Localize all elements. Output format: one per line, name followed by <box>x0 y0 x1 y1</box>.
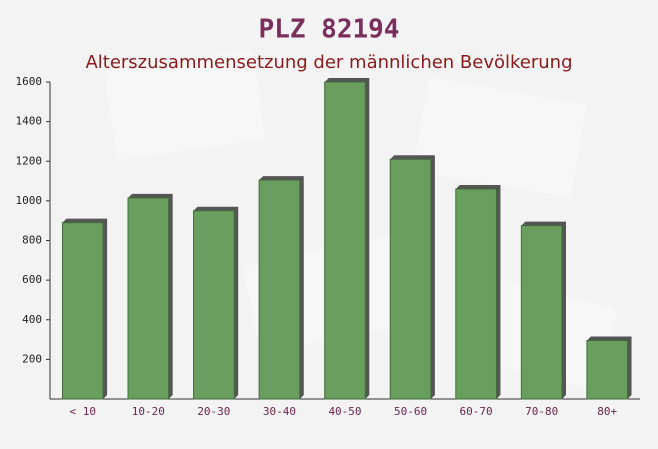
y-tick-label: 800 <box>22 234 42 247</box>
x-tick-label: 40-50 <box>328 405 361 418</box>
y-tick-label: 1400 <box>16 115 43 128</box>
chart-subtitle: Alterszusammensetzung der männlichen Bev… <box>85 52 572 73</box>
y-tick-label: 1000 <box>16 194 43 207</box>
x-tick-label: 70-80 <box>525 405 558 418</box>
x-tick-label: 10-20 <box>132 405 165 418</box>
x-tick-label: 60-70 <box>460 405 493 418</box>
y-tick-label: 600 <box>22 273 42 286</box>
bar <box>61 222 104 400</box>
x-tick-label: < 10 <box>70 405 97 418</box>
bar <box>455 188 497 400</box>
y-tick-label: 400 <box>22 313 42 326</box>
y-tick-label: 1600 <box>16 75 43 88</box>
bar <box>193 210 235 400</box>
x-tick-label: 80+ <box>597 405 617 418</box>
bar <box>389 158 432 400</box>
y-tick-label: 1200 <box>16 154 43 167</box>
x-tick-label: 30-40 <box>263 405 296 418</box>
bar <box>324 81 366 400</box>
x-tick-label: 50-60 <box>394 405 427 418</box>
x-tick-label: 20-30 <box>197 405 230 418</box>
bar <box>586 340 629 400</box>
bar <box>520 225 563 400</box>
y-tick-label: 200 <box>22 352 42 365</box>
chart-title: PLZ 82194 <box>259 15 400 45</box>
bar <box>127 197 170 400</box>
bar <box>258 179 301 400</box>
